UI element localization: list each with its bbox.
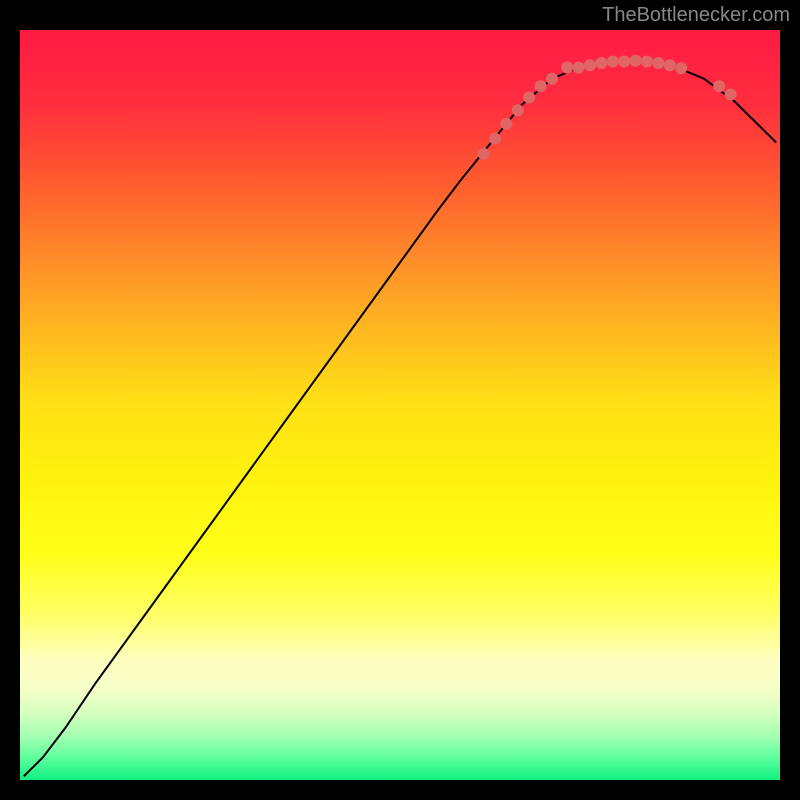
chart-marker: [618, 56, 630, 68]
chart-marker: [725, 89, 737, 101]
chart-marker: [607, 56, 619, 68]
chart-plot-area: [20, 30, 780, 780]
chart-marker: [675, 62, 687, 74]
chart-marker: [713, 80, 725, 92]
chart-marker: [489, 133, 501, 145]
chart-marker: [535, 80, 547, 92]
chart-svg: [20, 30, 780, 780]
chart-marker: [573, 62, 585, 74]
chart-marker: [664, 59, 676, 71]
chart-marker: [561, 62, 573, 74]
chart-marker: [630, 55, 642, 67]
watermark-text: TheBottlenecker.com: [602, 4, 790, 27]
chart-marker: [584, 59, 596, 71]
chart-marker: [512, 104, 524, 116]
chart-marker: [595, 57, 607, 69]
chart-background: [20, 30, 780, 780]
chart-marker: [652, 57, 664, 69]
chart-marker: [523, 92, 535, 104]
chart-marker: [641, 56, 653, 68]
chart-marker: [478, 148, 490, 160]
chart-marker: [546, 73, 558, 85]
chart-marker: [500, 118, 512, 130]
